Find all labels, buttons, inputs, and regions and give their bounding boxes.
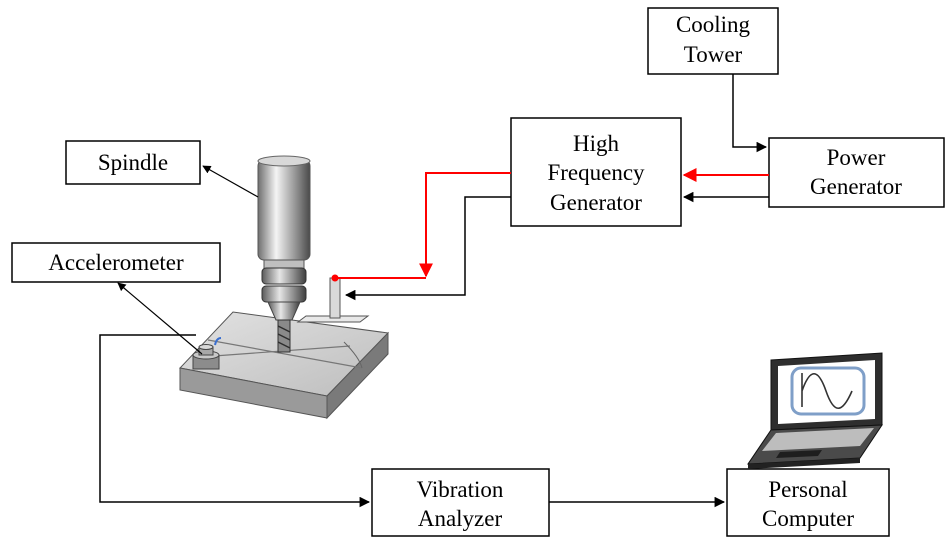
sensor-to-analyzer-arrow: [99, 334, 371, 508]
high-frequency-generator-label-line1: High: [573, 131, 620, 156]
high-frequency-generator-label-line3: Generator: [550, 190, 642, 215]
accelerometer-pointer: [117, 282, 203, 355]
spindle-label: Spindle: [98, 150, 168, 175]
spindle-icon: [257, 155, 311, 353]
laptop-icon: [747, 352, 883, 469]
power-generator-label-line2: Generator: [810, 174, 902, 199]
cooling-tower-label-line2: Tower: [684, 42, 743, 67]
power-generator-label-line1: Power: [827, 145, 886, 170]
vibration-analyzer-box: Vibration Analyzer: [371, 468, 550, 537]
sine-wave-icon: [801, 372, 853, 410]
high-frequency-generator-box: High Frequency Generator: [510, 117, 682, 227]
power-generator-box: Power Generator: [768, 137, 945, 208]
personal-computer-box: Personal Computer: [726, 468, 890, 537]
accelerometer-box: Accelerometer: [11, 242, 221, 283]
workpiece-icon: [179, 274, 390, 420]
cooling-to-power-arrow: [732, 74, 768, 153]
accelerometer-sensor-icon: [192, 337, 222, 370]
spindle-pointer: [202, 165, 259, 198]
connection-lines: [99, 74, 769, 508]
accelerometer-label: Accelerometer: [48, 250, 184, 275]
hfg-to-horn-red-arrow: [419, 172, 511, 278]
vibration-analyzer-label-line2: Analyzer: [418, 506, 503, 531]
personal-computer-label-line1: Personal: [768, 477, 847, 502]
cooling-tower-box: Cooling Tower: [647, 7, 779, 75]
hfg-to-horn-black-arrow: [344, 196, 511, 301]
personal-computer-label-line2: Computer: [762, 506, 854, 531]
spindle-box: Spindle: [65, 140, 201, 185]
cooling-tower-label-line1: Cooling: [676, 12, 751, 37]
vibration-analyzer-label-line1: Vibration: [417, 477, 504, 502]
high-frequency-generator-label-line2: Frequency: [547, 160, 645, 185]
